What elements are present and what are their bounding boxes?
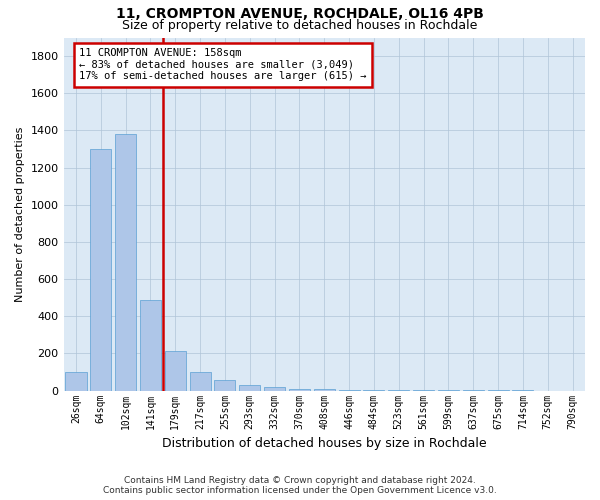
Y-axis label: Number of detached properties: Number of detached properties: [15, 126, 25, 302]
Bar: [289, 389, 310, 390]
Bar: [239, 385, 260, 390]
X-axis label: Distribution of detached houses by size in Rochdale: Distribution of detached houses by size …: [162, 437, 487, 450]
Bar: [190, 372, 211, 390]
Bar: [65, 372, 86, 390]
Text: 11, CROMPTON AVENUE, ROCHDALE, OL16 4PB: 11, CROMPTON AVENUE, ROCHDALE, OL16 4PB: [116, 8, 484, 22]
Bar: [90, 149, 112, 390]
Bar: [214, 380, 235, 390]
Text: 11 CROMPTON AVENUE: 158sqm
← 83% of detached houses are smaller (3,049)
17% of s: 11 CROMPTON AVENUE: 158sqm ← 83% of deta…: [79, 48, 367, 82]
Bar: [140, 300, 161, 390]
Text: Contains HM Land Registry data © Crown copyright and database right 2024.
Contai: Contains HM Land Registry data © Crown c…: [103, 476, 497, 495]
Bar: [314, 389, 335, 390]
Text: Size of property relative to detached houses in Rochdale: Size of property relative to detached ho…: [122, 18, 478, 32]
Bar: [165, 350, 186, 391]
Bar: [115, 134, 136, 390]
Bar: [264, 388, 285, 390]
